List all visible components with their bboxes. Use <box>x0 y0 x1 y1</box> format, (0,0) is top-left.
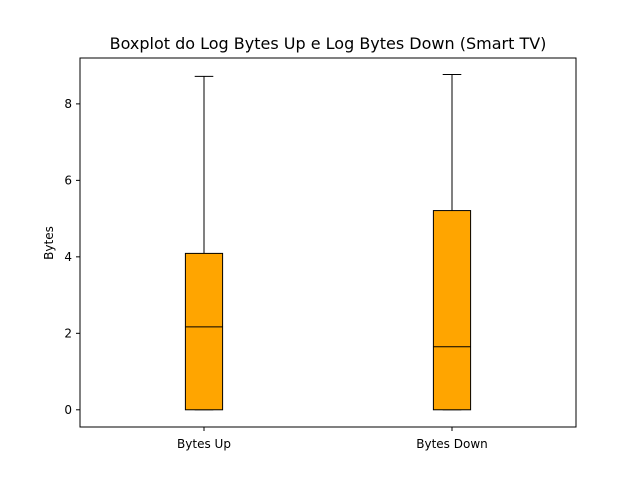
box-bytes-down <box>432 210 472 411</box>
y-tick-label: 6 <box>64 173 72 187</box>
y-tick-label: 0 <box>64 403 72 417</box>
y-tick-label: 8 <box>64 97 72 111</box>
plot-frame <box>79 57 577 428</box>
box-bytes-up <box>184 252 224 411</box>
chart-title: Boxplot do Log Bytes Up e Log Bytes Down… <box>110 34 547 53</box>
y-tick-label: 4 <box>64 250 72 264</box>
y-tick-label: 2 <box>64 326 72 340</box>
plot-area: 0 2 4 6 8 Bytes Up Bytes Down <box>64 73 488 451</box>
y-axis-label: Bytes <box>42 226 56 260</box>
x-tick-label-bytes-up: Bytes Up <box>177 437 231 451</box>
x-tick-label-bytes-down: Bytes Down <box>416 437 488 451</box>
